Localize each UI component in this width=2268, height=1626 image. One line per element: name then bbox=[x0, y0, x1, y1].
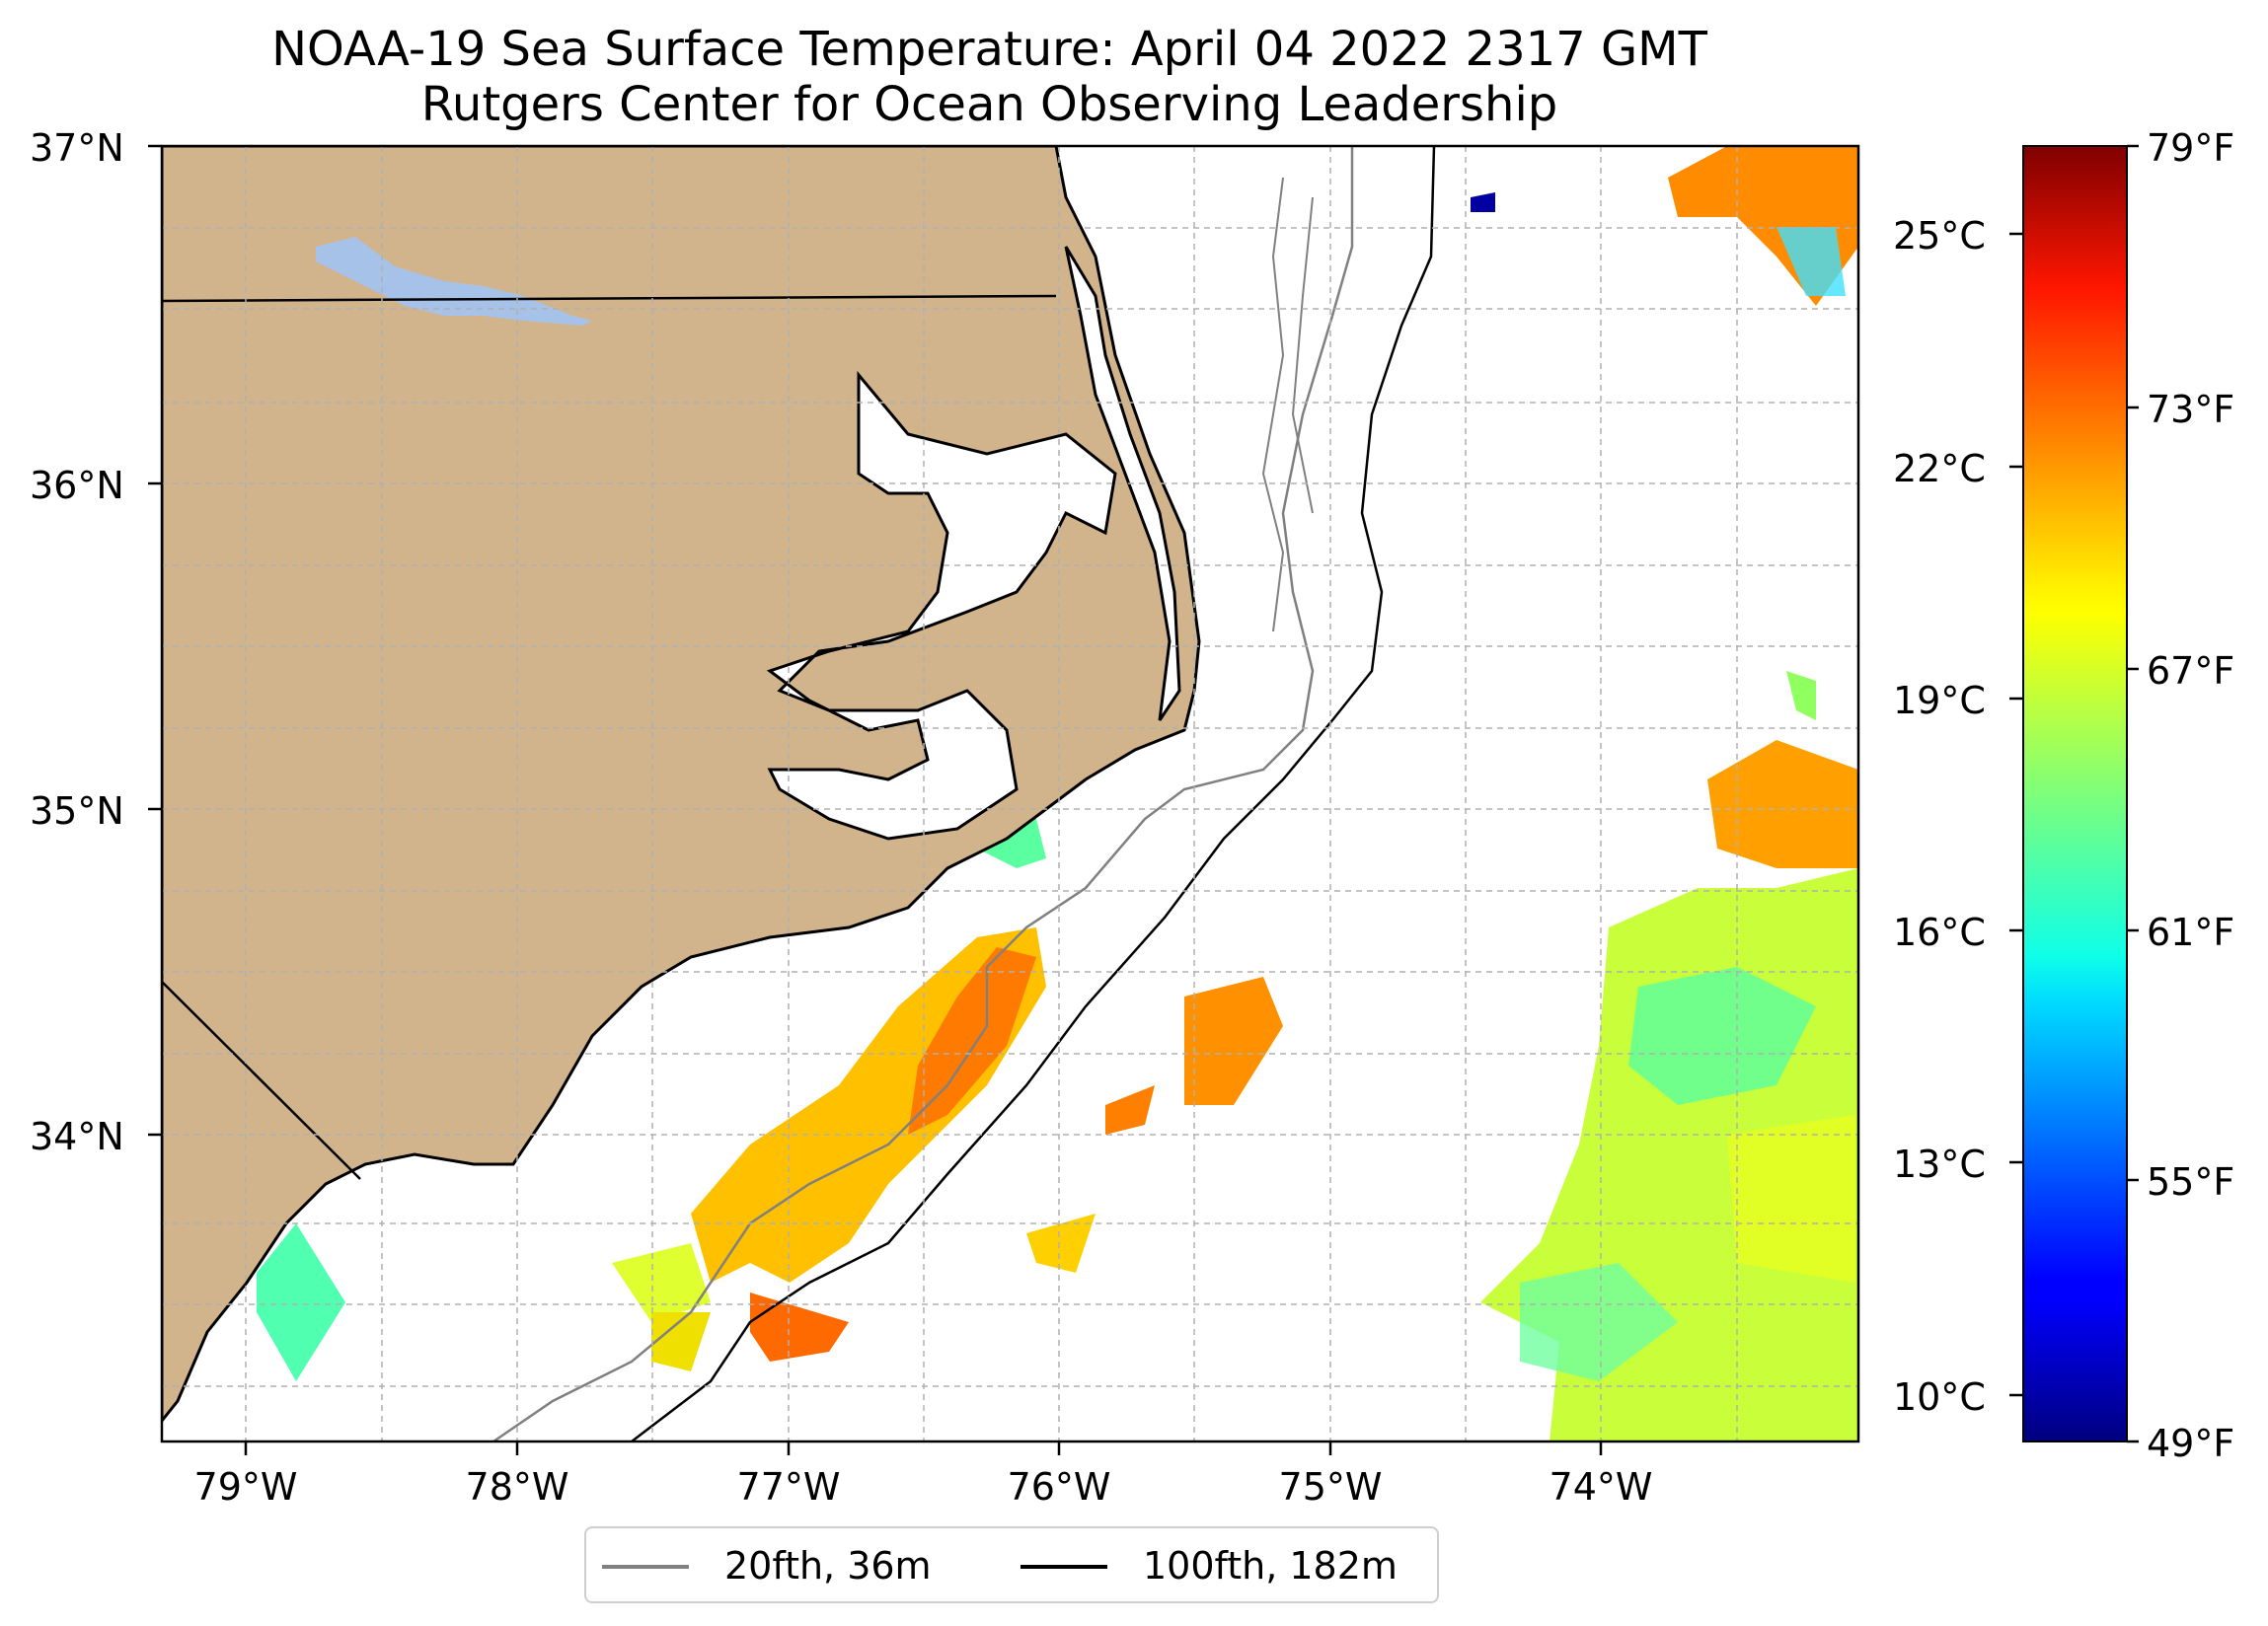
colorbar-celsius-label: 19°C bbox=[1893, 679, 1986, 722]
colorbar-fahrenheit-label: 79°F bbox=[2147, 126, 2235, 170]
isobath-100fth bbox=[631, 146, 1436, 1441]
colorbar-celsius-label: 13°C bbox=[1893, 1143, 1986, 1186]
state-border-nc-sc bbox=[162, 981, 361, 1180]
colorbar-fahrenheit-label: 67°F bbox=[2147, 649, 2235, 693]
lon-tick-label: 75°W bbox=[1278, 1465, 1383, 1509]
sst-warm-patch-east bbox=[1707, 740, 1858, 868]
colorbar-fahrenheit-label: 55°F bbox=[2147, 1160, 2235, 1204]
lon-tick-label: 78°W bbox=[465, 1465, 569, 1509]
colorbar-fahrenheit-label: 49°F bbox=[2147, 1422, 2235, 1465]
colorbar bbox=[2022, 145, 2128, 1442]
lake bbox=[316, 237, 592, 326]
legend-label: 20fth, 36m bbox=[724, 1544, 932, 1588]
legend-label: 100fth, 182m bbox=[1143, 1544, 1398, 1588]
lon-tick-label: 77°W bbox=[736, 1465, 841, 1509]
lon-tick-label: 76°W bbox=[1007, 1465, 1111, 1509]
legend-swatch-20fth bbox=[602, 1565, 689, 1569]
figure-title: NOAA-19 Sea Surface Temperature: April 0… bbox=[271, 22, 1707, 77]
isobath-20fth bbox=[492, 146, 1354, 1441]
sst-offshore-patch bbox=[1480, 868, 1858, 1441]
colorbar-fahrenheit-label: 61°F bbox=[2147, 911, 2235, 954]
lon-tick-label: 79°W bbox=[193, 1465, 298, 1509]
colorbar-celsius-label: 22°C bbox=[1893, 447, 1986, 490]
colorbar-fahrenheit-label: 73°F bbox=[2147, 388, 2235, 431]
legend-swatch-100fth bbox=[1021, 1565, 1107, 1569]
state-border-nc-va bbox=[162, 294, 1057, 303]
sound-water bbox=[766, 370, 1117, 841]
gridlines bbox=[162, 146, 1858, 1441]
legend: 20fth, 36m 100fth, 182m bbox=[584, 1526, 1439, 1603]
lon-tick-label: 74°W bbox=[1549, 1465, 1653, 1509]
colorbar-celsius-label: 25°C bbox=[1893, 214, 1986, 258]
colorbar-celsius-label: 10°C bbox=[1893, 1375, 1986, 1419]
colorbar-celsius-label: 16°C bbox=[1893, 911, 1986, 954]
lat-tick-label: 35°N bbox=[30, 789, 124, 833]
map-frame bbox=[160, 144, 1860, 1443]
lat-tick-label: 36°N bbox=[30, 464, 124, 507]
lat-tick-label: 37°N bbox=[30, 126, 124, 170]
figure-subtitle: Rutgers Center for Ocean Observing Leade… bbox=[420, 77, 1558, 132]
lat-tick-label: 34°N bbox=[30, 1115, 124, 1158]
